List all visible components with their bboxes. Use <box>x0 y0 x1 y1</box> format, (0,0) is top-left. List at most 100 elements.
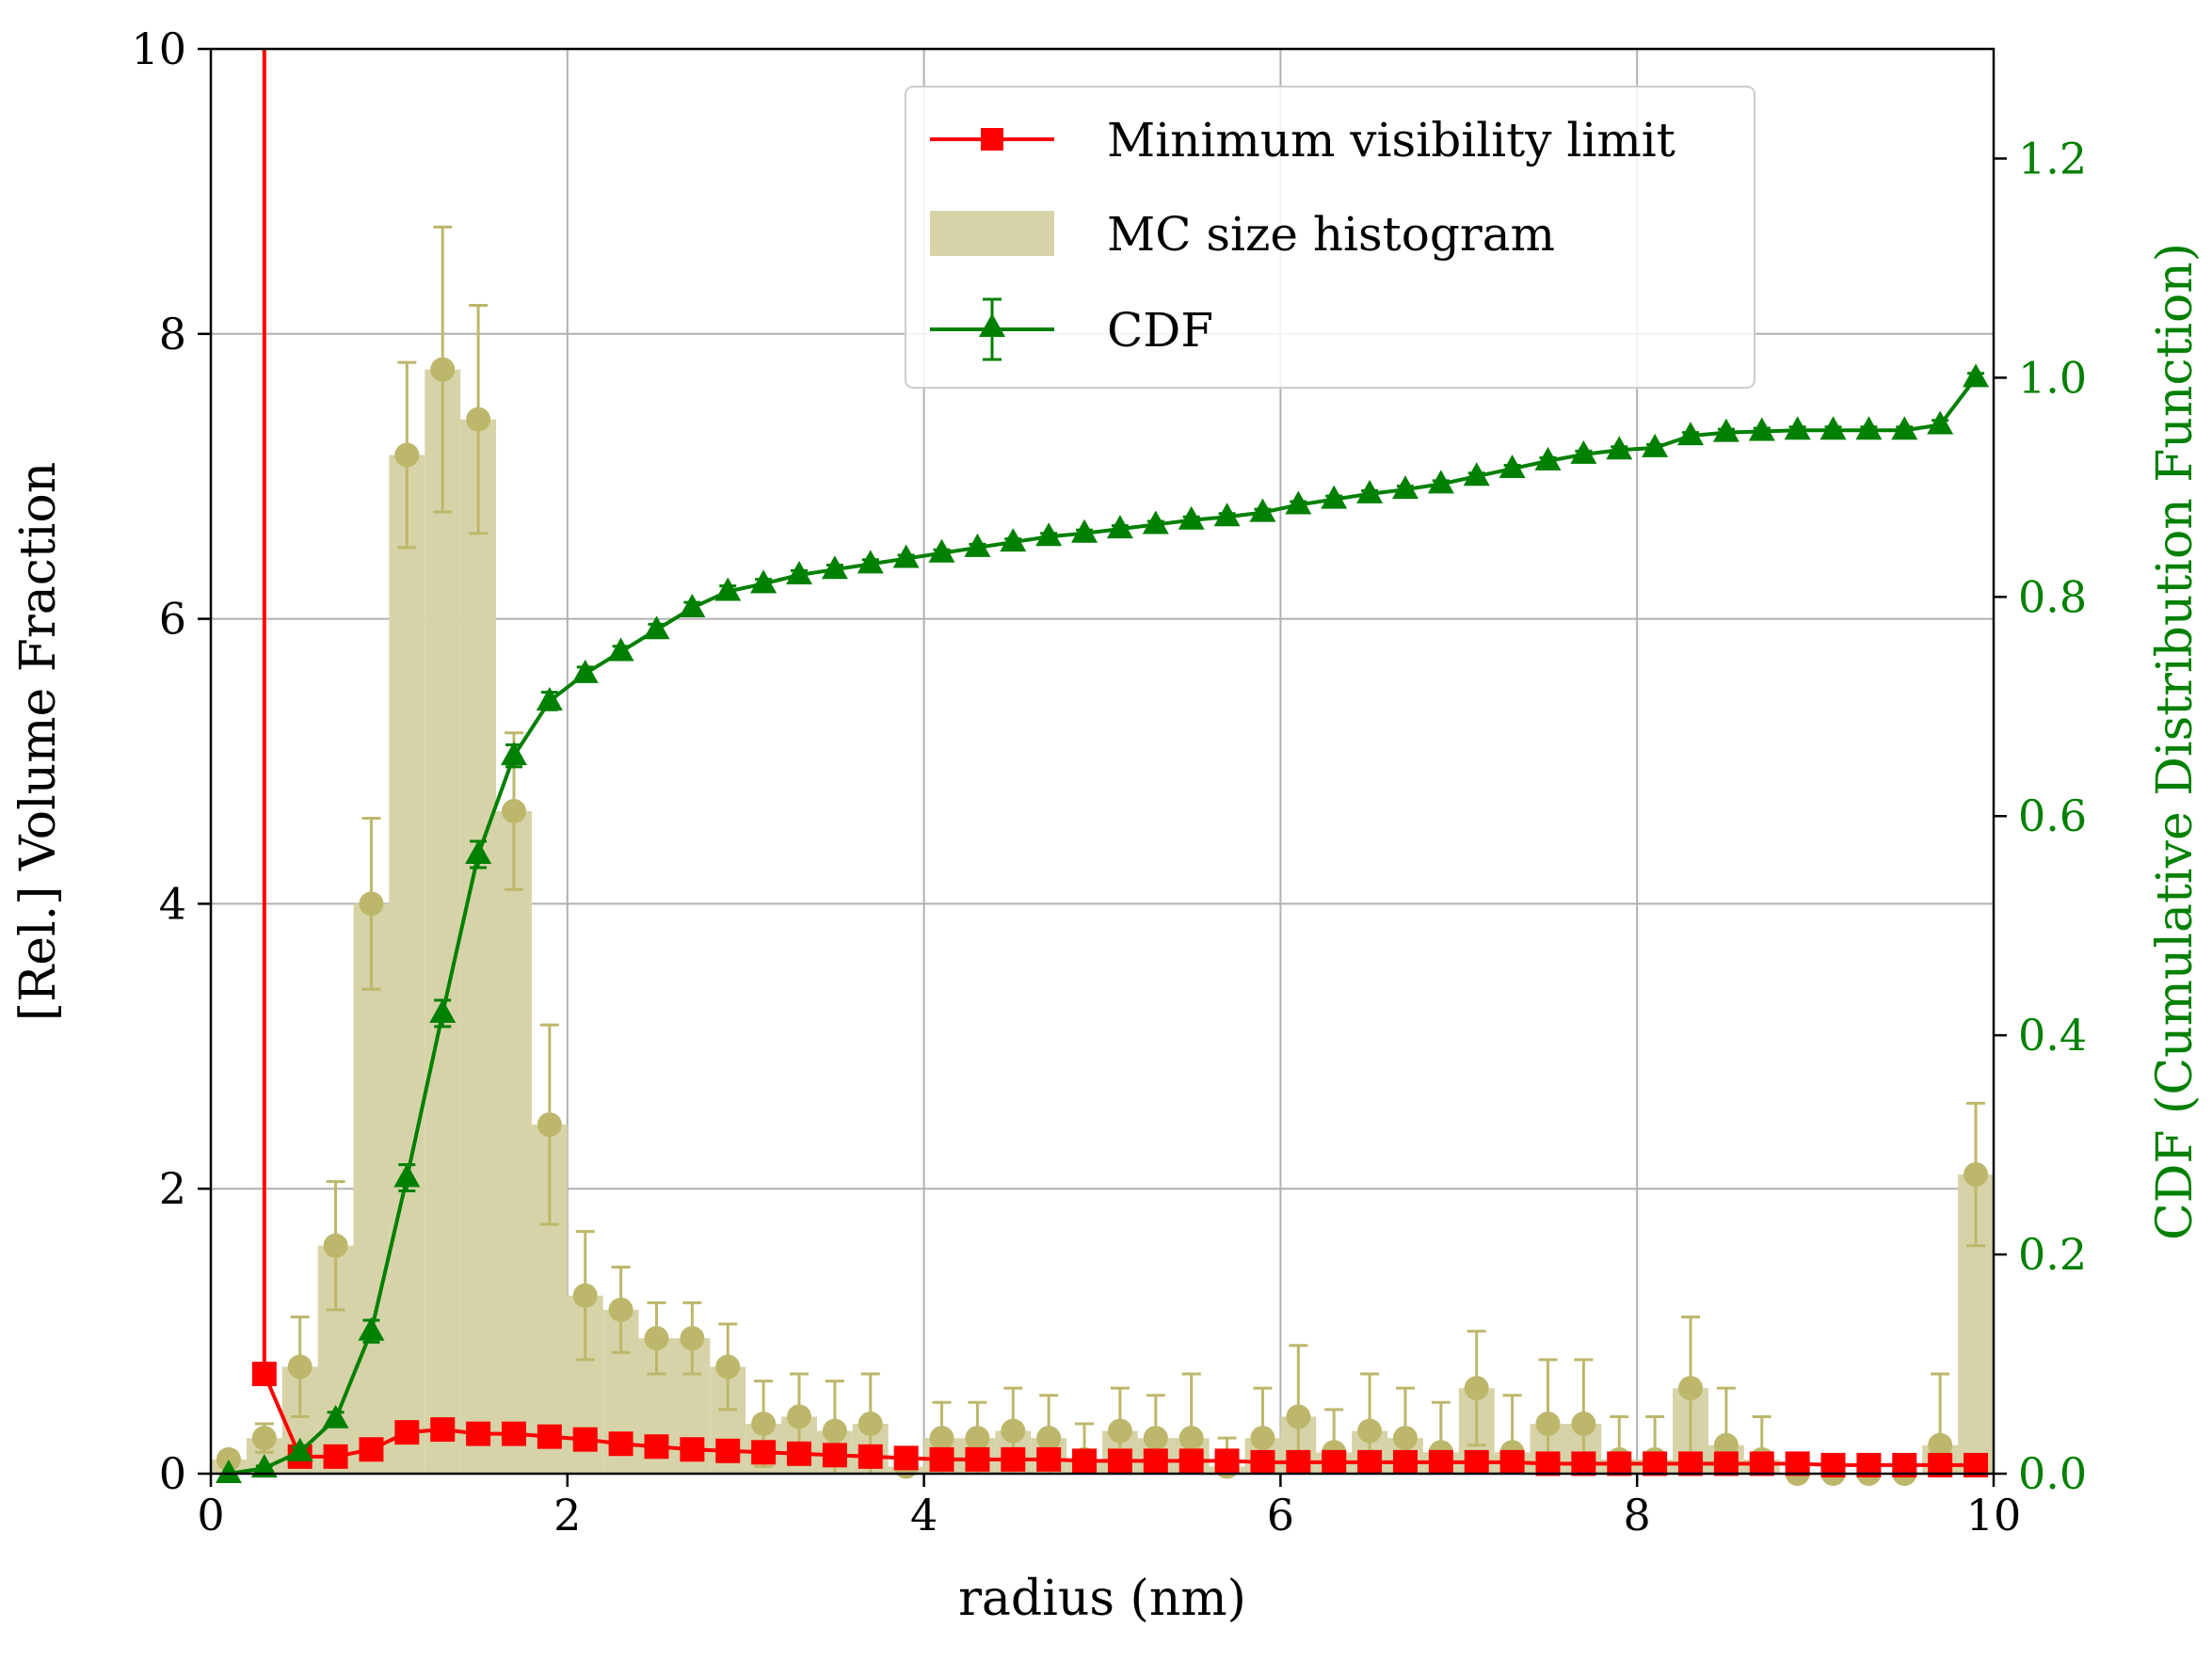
histogram-point <box>1535 1412 1561 1437</box>
histogram-bar <box>496 810 532 1474</box>
x-tick-label: 10 <box>1966 1490 2022 1540</box>
histogram-point <box>787 1404 812 1429</box>
histogram-point <box>965 1426 990 1451</box>
minvis-series <box>251 49 1989 1477</box>
minvis-marker <box>929 1446 954 1472</box>
x-axis-ticks: 0 2 4 6 8 10 <box>197 1474 2021 1540</box>
minvis-marker <box>537 1424 562 1449</box>
histogram-point <box>929 1426 954 1451</box>
minvis-marker <box>1072 1448 1098 1474</box>
y-tick-label: 0 <box>159 1448 186 1499</box>
minvis-marker <box>1357 1449 1383 1475</box>
cdf-marker <box>1677 422 1705 446</box>
histogram-point <box>1178 1426 1204 1451</box>
histogram-point <box>216 1446 241 1472</box>
cdf-marker <box>821 555 848 580</box>
histogram-point <box>359 891 384 917</box>
y2-tick-label: 0.8 <box>2018 571 2087 622</box>
minvis-marker <box>822 1443 847 1468</box>
cdf-marker <box>1712 418 1739 442</box>
histogram-point <box>1357 1418 1383 1444</box>
minvis-marker <box>751 1440 777 1465</box>
histogram-point <box>1107 1418 1132 1444</box>
histogram-point <box>680 1326 705 1351</box>
histogram-point <box>858 1412 883 1437</box>
cdf-marker <box>1035 522 1063 547</box>
legend-box <box>905 86 1755 389</box>
x-tick-label: 2 <box>553 1490 581 1540</box>
minvis-marker <box>323 1444 348 1469</box>
histogram-point <box>1964 1162 1989 1188</box>
histogram-point <box>501 798 526 823</box>
minvis-marker <box>893 1445 919 1471</box>
legend-minvis-marker <box>981 128 1003 151</box>
y-tick-label: 8 <box>159 309 186 359</box>
minvis-marker <box>1001 1446 1026 1472</box>
y-tick-label: 10 <box>131 24 186 74</box>
cdf-marker <box>892 544 920 568</box>
cdf-series <box>215 363 1990 1483</box>
minvis-marker <box>1036 1446 1062 1472</box>
legend: Minimum visibility limit MC size histogr… <box>905 86 1755 389</box>
cdf-marker <box>1142 510 1169 535</box>
minvis-marker <box>965 1446 990 1472</box>
minvis-marker <box>1678 1451 1704 1476</box>
cdf-marker <box>1534 446 1562 471</box>
minvis-marker <box>1535 1451 1561 1476</box>
cdf-marker <box>250 1454 278 1478</box>
minvis-marker <box>466 1421 491 1446</box>
cdf-marker <box>1963 363 1990 388</box>
histogram-point <box>608 1297 633 1322</box>
cdf-marker <box>857 550 884 574</box>
cdf-marker <box>1000 528 1027 552</box>
y-tick-label: 2 <box>159 1163 186 1214</box>
minvis-marker <box>1214 1448 1240 1474</box>
minvis-marker <box>1178 1448 1204 1474</box>
cdf-marker <box>928 538 955 563</box>
cdf-marker <box>750 569 777 594</box>
histogram-point <box>1143 1426 1168 1451</box>
cdf-marker <box>322 1404 349 1429</box>
cdf-marker <box>536 686 563 710</box>
cdf-marker <box>1570 439 1597 464</box>
histogram-point <box>537 1112 562 1138</box>
legend-cdf-marker <box>979 313 1005 337</box>
histogram-point <box>644 1326 669 1351</box>
minvis-marker <box>715 1438 741 1463</box>
y-tick-label: 6 <box>159 594 186 645</box>
legend-histogram-label: MC size histogram <box>1107 207 1555 262</box>
cdf-marker <box>714 577 742 601</box>
histogram-bar <box>389 455 425 1474</box>
minvis-marker <box>1785 1451 1810 1476</box>
cdf-marker <box>393 1163 421 1188</box>
histogram-point <box>1036 1426 1062 1451</box>
cdf-marker <box>1819 416 1847 440</box>
histogram-point <box>1286 1404 1311 1429</box>
cdf-marker <box>1784 416 1811 440</box>
x-tick-label: 4 <box>910 1490 938 1540</box>
cdf-marker <box>1106 515 1133 539</box>
y2-tick-label: 0.4 <box>2018 1010 2087 1061</box>
plot-frame <box>209 47 1996 1476</box>
y-axis-ticks: 0 2 4 6 8 10 <box>131 24 211 1499</box>
minvis-marker <box>1286 1449 1311 1475</box>
minvis-marker <box>680 1437 705 1462</box>
y2-axis-label: CDF (Cumulative Distribution Function) <box>2147 243 2204 1240</box>
histogram-point <box>1392 1426 1418 1451</box>
x-axis-label: radius (nm) <box>958 1571 1246 1627</box>
cdf-marker <box>215 1460 242 1483</box>
cdf-marker <box>1748 417 1775 441</box>
histogram-point <box>1250 1426 1275 1451</box>
y2-tick-label: 1.0 <box>2018 352 2087 403</box>
cdf-marker <box>1285 490 1312 515</box>
cdf-marker <box>1606 436 1633 460</box>
histogram-point <box>287 1354 313 1380</box>
minvis-marker <box>1250 1449 1275 1475</box>
y-axis-label: [Rel.] Volume Fraction <box>10 462 67 1021</box>
histogram-point <box>323 1233 348 1258</box>
y2-tick-label: 0.0 <box>2018 1448 2087 1499</box>
cdf-marker <box>1891 416 1918 440</box>
minvis-marker <box>251 1362 277 1387</box>
minvis-marker <box>858 1444 883 1469</box>
